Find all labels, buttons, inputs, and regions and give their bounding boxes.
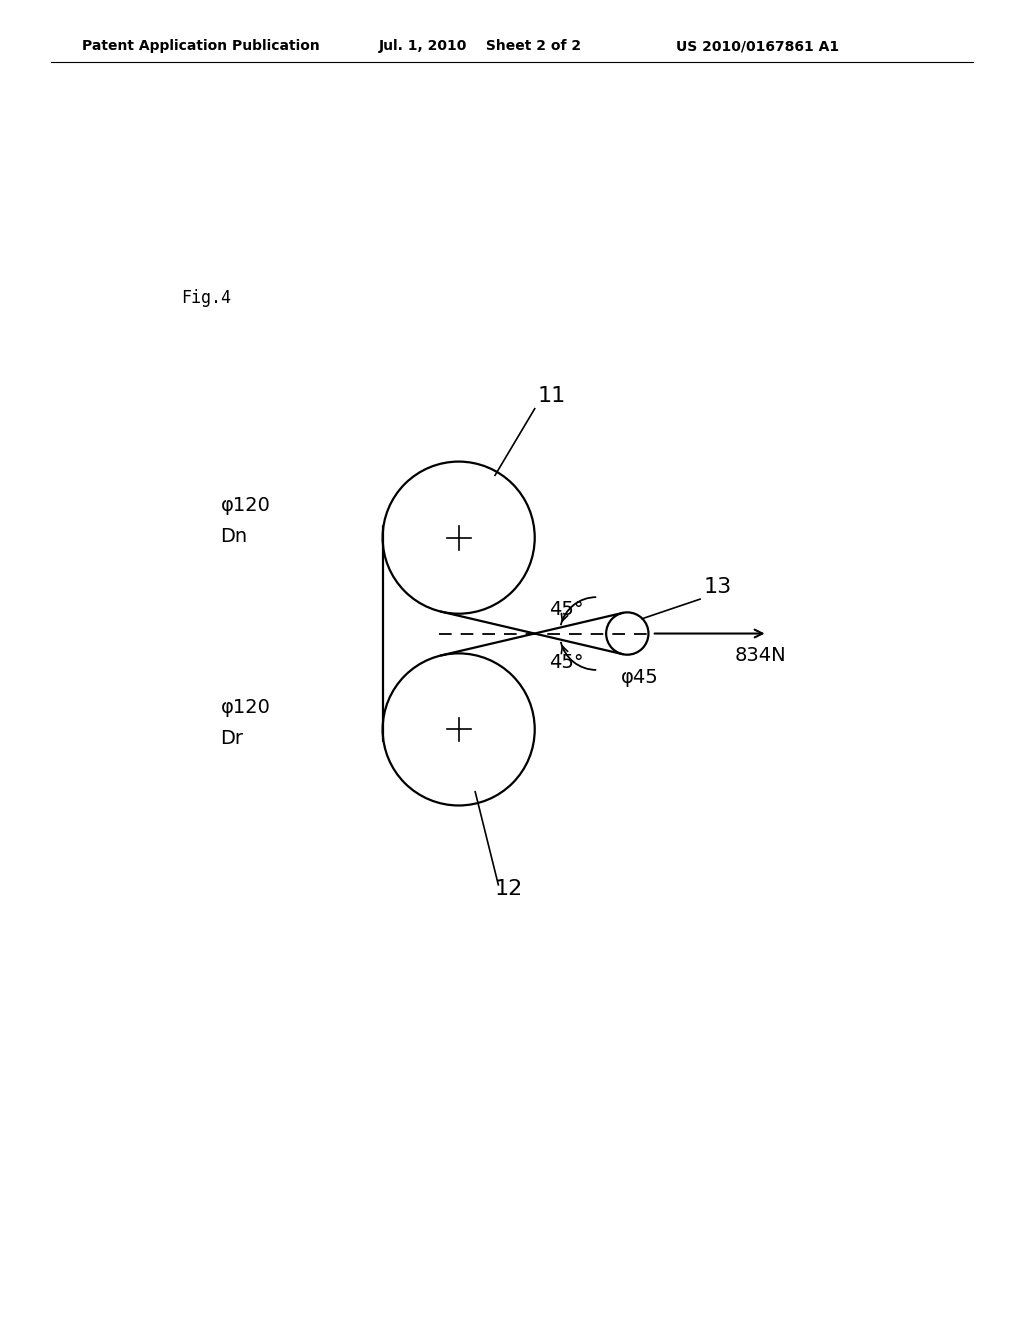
Text: Jul. 1, 2010    Sheet 2 of 2: Jul. 1, 2010 Sheet 2 of 2	[379, 40, 582, 53]
Text: φ45: φ45	[621, 668, 658, 688]
Text: 11: 11	[538, 385, 566, 407]
Text: 12: 12	[495, 879, 523, 899]
Text: Dn: Dn	[220, 527, 248, 546]
Text: Patent Application Publication: Patent Application Publication	[82, 40, 319, 53]
Text: 834N: 834N	[734, 647, 786, 665]
Text: Fig.4: Fig.4	[181, 289, 230, 306]
Text: 45°: 45°	[549, 653, 584, 672]
Text: 13: 13	[703, 577, 731, 597]
Text: US 2010/0167861 A1: US 2010/0167861 A1	[676, 40, 839, 53]
Text: Dr: Dr	[220, 729, 244, 748]
Text: 45°: 45°	[549, 601, 584, 619]
Text: φ120: φ120	[220, 496, 270, 515]
Text: φ120: φ120	[220, 698, 270, 717]
